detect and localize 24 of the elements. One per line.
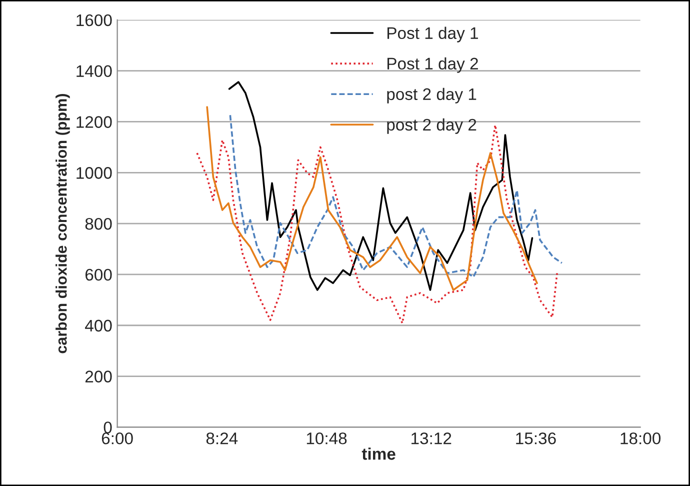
- x-axis-title: time: [362, 448, 396, 460]
- y-tick-label: 400: [85, 320, 112, 332]
- line-series: [228, 81, 534, 291]
- legend-label: post 2 day 1: [387, 88, 476, 104]
- x-tick-label: 13:12: [412, 432, 452, 444]
- legend-label: Post 1 day 2: [388, 57, 478, 73]
- x-tick-label: 6:00: [102, 432, 133, 444]
- line-series: [206, 106, 538, 291]
- legend-label: post 2 day 2: [387, 118, 476, 134]
- y-tick-label: 1400: [76, 65, 112, 78]
- y-tick-label: 0: [104, 422, 112, 434]
- x-tick-label: 18:00: [620, 432, 661, 444]
- y-tick-label: 600: [85, 268, 112, 281]
- y-tick-label: 200: [85, 370, 112, 382]
- line-series: [229, 114, 563, 278]
- x-tick-label: 8:24: [206, 432, 238, 444]
- legend-label: Post 1 day 1: [388, 26, 478, 42]
- y-tick-label: 1200: [76, 116, 112, 128]
- y-tick-label: 800: [85, 218, 112, 230]
- y-tick-label: 1000: [76, 167, 112, 179]
- y-axis-title: carbon dioxide concentration (ppm): [56, 94, 70, 354]
- x-tick-label: 15:36: [516, 432, 556, 444]
- x-tick-label: 10:48: [306, 432, 347, 444]
- y-tick-label: 1600: [76, 14, 112, 26]
